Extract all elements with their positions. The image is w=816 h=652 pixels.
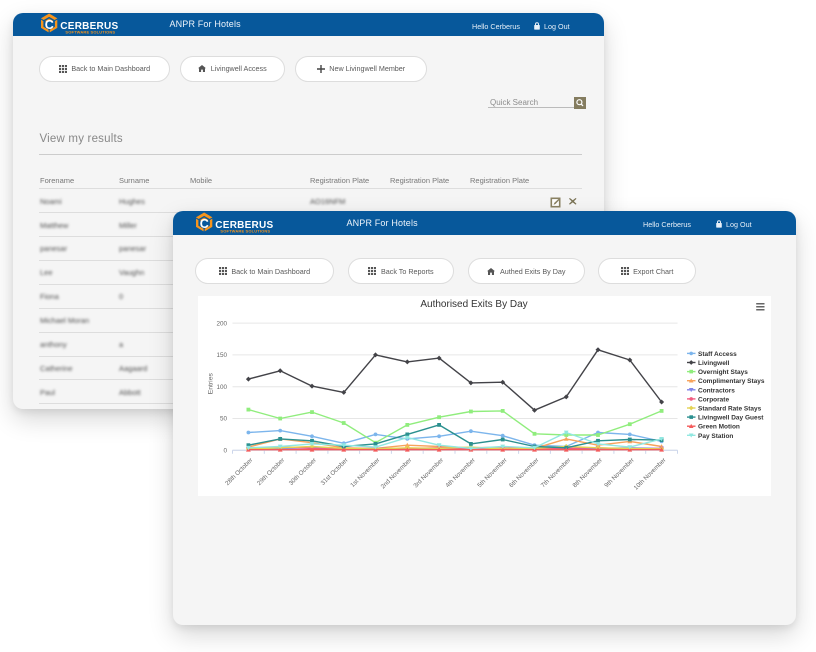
svg-text:SOFTWARE SOLUTIONS: SOFTWARE SOLUTIONS	[220, 229, 270, 234]
svg-text:Livingwell: Livingwell	[698, 360, 730, 367]
svg-text:Pay Station: Pay Station	[698, 433, 733, 440]
svg-text:150: 150	[216, 352, 227, 359]
svg-text:C: C	[45, 18, 54, 32]
svg-text:Contractors: Contractors	[698, 387, 735, 394]
svg-text:100: 100	[216, 384, 227, 391]
svg-text:CERBERUS: CERBERUS	[60, 21, 118, 32]
svg-text:Standard Rate Stays: Standard Rate Stays	[698, 406, 762, 413]
svg-text:Overnight Stays: Overnight Stays	[698, 369, 748, 376]
svg-text:0: 0	[223, 448, 227, 455]
svg-text:200: 200	[216, 320, 227, 327]
svg-text:Green Motion: Green Motion	[698, 424, 740, 431]
svg-text:Authorised Exits By Day: Authorised Exits By Day	[420, 299, 527, 310]
svg-text:50: 50	[219, 416, 227, 423]
svg-text:C: C	[200, 217, 209, 231]
svg-text:Corporate: Corporate	[698, 396, 729, 403]
svg-text:Staff Access: Staff Access	[698, 351, 737, 358]
svg-text:Complimentary Stays: Complimentary Stays	[698, 378, 765, 385]
svg-text:Livingwell Day Guest: Livingwell Day Guest	[698, 415, 764, 422]
svg-text:CERBERUS: CERBERUS	[215, 220, 273, 231]
svg-text:Entries: Entries	[207, 373, 214, 395]
svg-text:SOFTWARE SOLUTIONS: SOFTWARE SOLUTIONS	[65, 30, 115, 35]
